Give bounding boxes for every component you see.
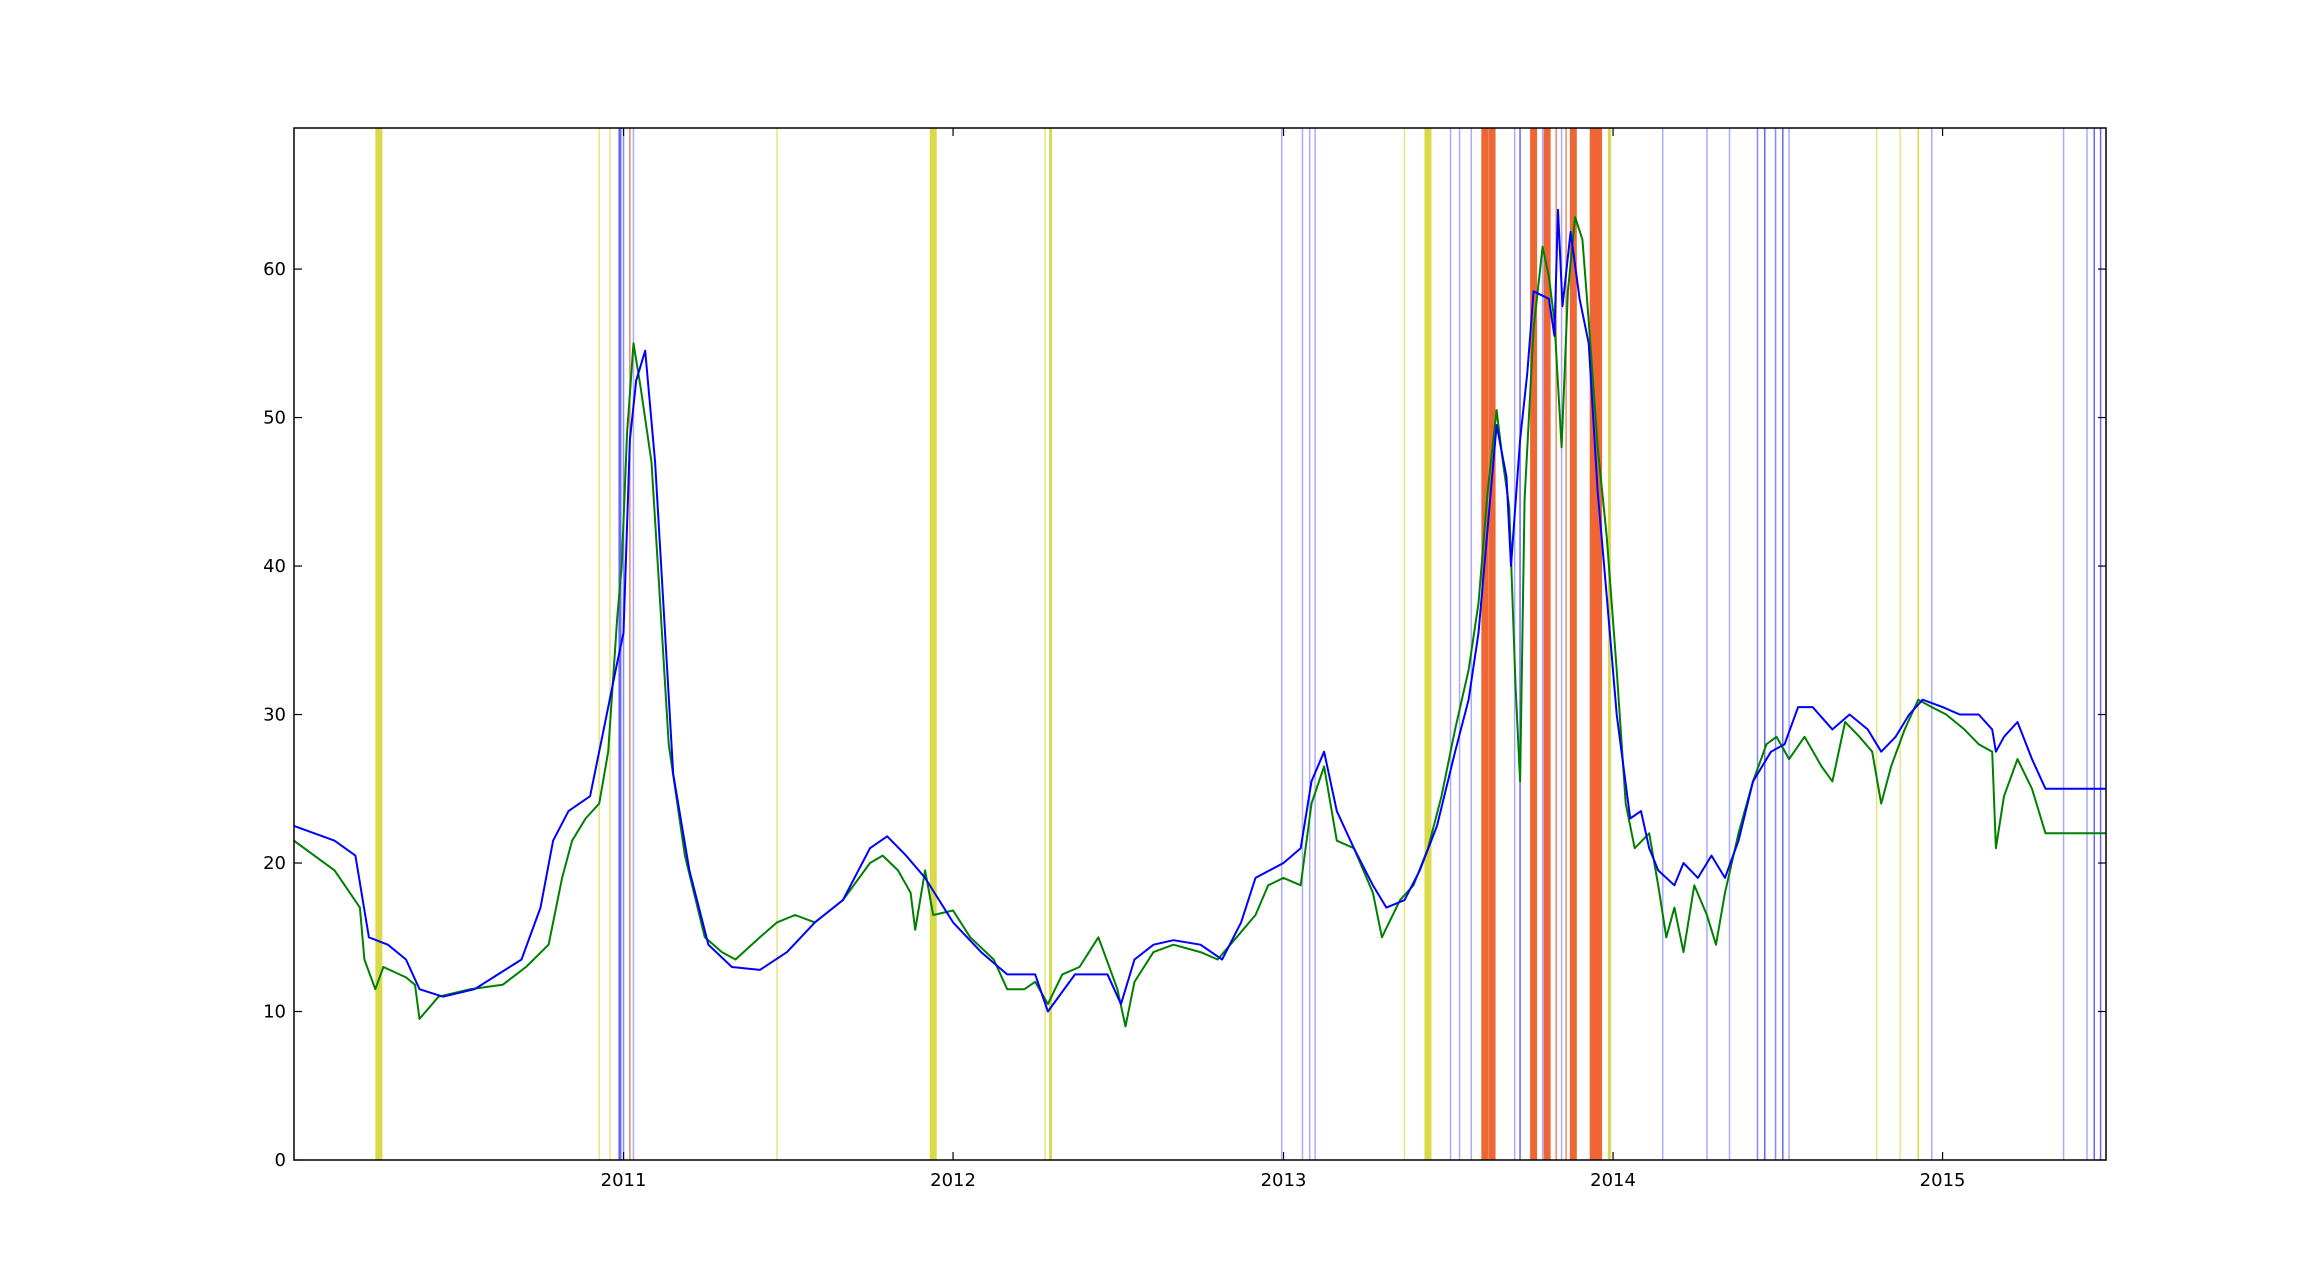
y-tick-label: 0 [275,1150,286,1171]
y-tick-label: 10 [263,1002,286,1023]
x-tick-label: 2011 [601,1170,647,1191]
y-tick-label: 50 [263,408,286,429]
axis-ticks: 0 10 20 30 40 50 60 2011 2012 2013 2014 2015 [263,128,2106,1191]
y-tick-label: 60 [263,259,286,280]
vertical-markers [375,128,2102,1160]
plot-area-frame [293,127,2107,1161]
series-line-1 [294,208,2106,1013]
plot-area-background [294,128,2106,1160]
y-tick-label: 40 [263,556,286,577]
y-tick-label: 20 [263,853,286,874]
x-tick-label: 2012 [930,1170,976,1191]
y-tick-label: 30 [263,705,286,726]
x-tick-label: 2015 [1920,1170,1966,1191]
data-series [294,208,2106,1028]
x-tick-label: 2014 [1590,1170,1636,1191]
series-line-0 [294,216,2106,1028]
x-tick-label: 2013 [1261,1170,1307,1191]
